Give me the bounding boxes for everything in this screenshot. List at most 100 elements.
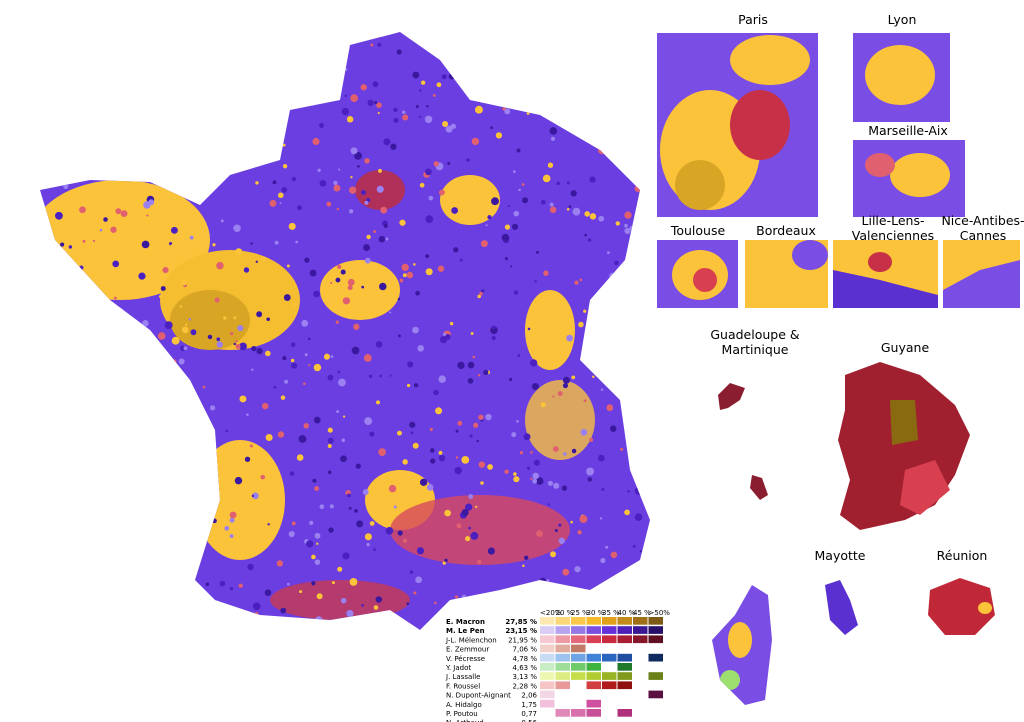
texture	[235, 344, 241, 350]
texture	[171, 336, 180, 345]
texture	[645, 343, 650, 349]
texture	[409, 421, 416, 428]
texture	[70, 574, 78, 582]
texture	[465, 536, 471, 542]
texture	[474, 105, 483, 114]
texture	[44, 583, 53, 591]
texture	[454, 466, 463, 475]
texture	[265, 434, 273, 442]
texture	[419, 478, 428, 487]
texture	[337, 370, 341, 374]
texture	[600, 388, 604, 391]
texture	[513, 170, 516, 174]
texture	[137, 56, 145, 65]
candidate-share: 23,15 %	[505, 627, 537, 635]
texture	[249, 444, 253, 448]
texture	[128, 133, 137, 141]
texture	[45, 370, 52, 378]
inset-label: Marseille-Aix	[868, 123, 948, 138]
texture	[641, 229, 644, 232]
texture	[532, 478, 538, 484]
texture	[523, 555, 529, 560]
texture	[364, 200, 369, 205]
texture	[162, 267, 169, 274]
texture	[99, 228, 103, 232]
texture	[243, 267, 250, 273]
texture	[118, 156, 124, 161]
legend: <20%20 %25 %30 %35 %40 %45 %>50% E. Macro…	[445, 609, 670, 722]
texture	[238, 583, 243, 588]
texture	[109, 504, 114, 508]
texture	[148, 199, 155, 206]
texture	[102, 297, 110, 305]
texture	[651, 34, 655, 38]
texture	[653, 370, 658, 375]
texture	[366, 234, 371, 240]
texture	[113, 435, 117, 440]
inset-label: Guyane	[881, 340, 930, 355]
texture	[216, 341, 223, 348]
texture	[633, 342, 636, 345]
texture	[253, 71, 260, 79]
texture	[40, 49, 44, 57]
inset-label: Mayotte	[815, 548, 866, 563]
texture	[584, 233, 587, 237]
texture	[547, 503, 551, 506]
texture	[480, 289, 485, 293]
texture	[56, 278, 64, 285]
texture	[164, 321, 173, 330]
texture	[332, 34, 336, 38]
texture	[369, 521, 375, 526]
texture	[477, 374, 481, 377]
texture	[364, 158, 370, 164]
texture	[64, 469, 68, 472]
texture	[251, 345, 257, 352]
texture	[331, 581, 335, 585]
texture	[397, 297, 401, 301]
texture	[277, 145, 283, 151]
texture	[40, 235, 44, 239]
texture	[87, 156, 95, 163]
texture	[412, 442, 419, 449]
candidate-share: 0,56	[521, 719, 537, 722]
texture	[33, 370, 37, 374]
swatch	[571, 617, 586, 625]
texture	[398, 334, 401, 338]
texture	[428, 195, 434, 201]
scale-label: 30 %	[587, 609, 605, 617]
texture	[230, 331, 234, 336]
candidate-share: 0,77	[521, 710, 537, 718]
texture	[638, 573, 642, 577]
texture	[577, 132, 583, 139]
scale-label: 40 %	[618, 609, 636, 617]
texture	[30, 379, 37, 386]
texture	[363, 244, 370, 251]
texture	[225, 429, 229, 433]
swatch	[586, 663, 601, 671]
texture	[441, 74, 447, 80]
texture	[642, 137, 646, 140]
texture	[183, 346, 188, 351]
swatch	[633, 617, 648, 625]
texture	[64, 150, 68, 154]
texture	[402, 273, 407, 278]
texture	[69, 63, 74, 68]
texture	[177, 566, 183, 572]
texture	[637, 404, 643, 410]
texture	[124, 555, 129, 561]
swatch	[555, 653, 570, 662]
swatch	[571, 644, 586, 653]
texture	[265, 350, 271, 357]
texture	[513, 472, 517, 476]
swatch	[540, 644, 555, 653]
texture	[531, 383, 539, 391]
inset-label: Valenciennes	[852, 228, 934, 243]
texture	[571, 448, 577, 454]
swatch	[586, 626, 601, 634]
texture	[434, 601, 437, 605]
texture	[350, 175, 353, 179]
texture	[113, 296, 117, 300]
texture	[344, 94, 348, 97]
texture	[288, 530, 295, 538]
texture	[194, 190, 199, 195]
